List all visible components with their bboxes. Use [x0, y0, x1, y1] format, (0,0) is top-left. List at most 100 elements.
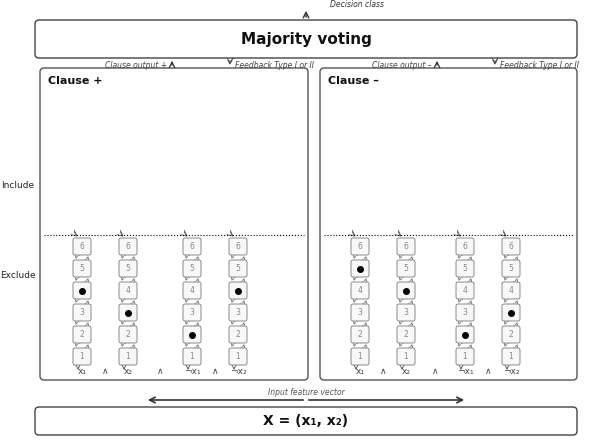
FancyBboxPatch shape	[119, 238, 137, 255]
Text: 6: 6	[463, 242, 468, 251]
Text: Feedback Type I or II: Feedback Type I or II	[235, 61, 314, 70]
FancyBboxPatch shape	[73, 348, 91, 365]
FancyBboxPatch shape	[229, 326, 247, 343]
Text: 2: 2	[357, 330, 362, 339]
Text: x₁: x₁	[78, 367, 86, 375]
Text: Clause –: Clause –	[328, 76, 379, 86]
Text: ¬x₂: ¬x₂	[502, 367, 520, 375]
Text: 4: 4	[463, 286, 468, 295]
Text: 5: 5	[80, 264, 84, 273]
Text: 1: 1	[357, 352, 362, 361]
Text: 2: 2	[125, 330, 130, 339]
FancyBboxPatch shape	[397, 238, 415, 255]
Text: Input feature vector: Input feature vector	[267, 388, 345, 397]
FancyBboxPatch shape	[119, 304, 137, 321]
FancyBboxPatch shape	[183, 348, 201, 365]
FancyBboxPatch shape	[229, 348, 247, 365]
Text: 1: 1	[463, 352, 468, 361]
Text: Clause output +: Clause output +	[105, 61, 167, 70]
Text: 4: 4	[125, 286, 130, 295]
FancyBboxPatch shape	[119, 260, 137, 277]
Text: 3: 3	[357, 308, 362, 317]
FancyBboxPatch shape	[229, 304, 247, 321]
Text: 1: 1	[404, 352, 408, 361]
Text: ∧: ∧	[157, 367, 163, 375]
Text: 6: 6	[125, 242, 130, 251]
Text: 1: 1	[236, 352, 241, 361]
FancyBboxPatch shape	[456, 326, 474, 343]
FancyBboxPatch shape	[229, 238, 247, 255]
Text: 3: 3	[403, 308, 408, 317]
Text: 6: 6	[236, 242, 241, 251]
FancyBboxPatch shape	[73, 282, 91, 299]
Text: 2: 2	[236, 330, 241, 339]
Text: 6: 6	[80, 242, 84, 251]
FancyBboxPatch shape	[73, 238, 91, 255]
Text: 5: 5	[509, 264, 513, 273]
FancyBboxPatch shape	[119, 282, 137, 299]
FancyBboxPatch shape	[183, 326, 201, 343]
Text: 1: 1	[190, 352, 195, 361]
FancyBboxPatch shape	[397, 348, 415, 365]
FancyBboxPatch shape	[40, 68, 308, 380]
FancyBboxPatch shape	[397, 326, 415, 343]
Text: ∧: ∧	[102, 367, 108, 375]
FancyBboxPatch shape	[502, 238, 520, 255]
FancyBboxPatch shape	[73, 260, 91, 277]
Text: 4: 4	[357, 286, 362, 295]
FancyBboxPatch shape	[502, 282, 520, 299]
Text: Exclude: Exclude	[0, 271, 36, 279]
Text: ¬x₁: ¬x₁	[184, 367, 200, 375]
FancyBboxPatch shape	[502, 260, 520, 277]
FancyBboxPatch shape	[119, 326, 137, 343]
Text: 3: 3	[80, 308, 84, 317]
FancyBboxPatch shape	[351, 282, 369, 299]
Text: Feedback Type I or II: Feedback Type I or II	[500, 61, 579, 70]
Text: 1: 1	[125, 352, 130, 361]
Text: 6: 6	[357, 242, 362, 251]
FancyBboxPatch shape	[73, 304, 91, 321]
FancyBboxPatch shape	[456, 304, 474, 321]
FancyBboxPatch shape	[397, 260, 415, 277]
Text: 2: 2	[509, 330, 513, 339]
FancyBboxPatch shape	[502, 326, 520, 343]
FancyBboxPatch shape	[502, 304, 520, 321]
Text: 5: 5	[125, 264, 130, 273]
FancyBboxPatch shape	[351, 304, 369, 321]
FancyBboxPatch shape	[502, 348, 520, 365]
Text: 6: 6	[190, 242, 195, 251]
FancyBboxPatch shape	[229, 282, 247, 299]
FancyBboxPatch shape	[35, 407, 577, 435]
Text: Majority voting: Majority voting	[241, 32, 371, 47]
Text: 5: 5	[403, 264, 408, 273]
FancyBboxPatch shape	[229, 260, 247, 277]
FancyBboxPatch shape	[183, 260, 201, 277]
FancyBboxPatch shape	[351, 326, 369, 343]
FancyBboxPatch shape	[35, 20, 577, 58]
Text: Decision class: Decision class	[330, 0, 384, 8]
Text: 5: 5	[190, 264, 195, 273]
FancyBboxPatch shape	[183, 282, 201, 299]
FancyBboxPatch shape	[119, 348, 137, 365]
FancyBboxPatch shape	[320, 68, 577, 380]
Text: ¬x₂: ¬x₂	[230, 367, 246, 375]
Text: ∧: ∧	[485, 367, 491, 375]
FancyBboxPatch shape	[397, 304, 415, 321]
FancyBboxPatch shape	[183, 304, 201, 321]
FancyBboxPatch shape	[397, 282, 415, 299]
Text: 1: 1	[509, 352, 513, 361]
Text: x₂: x₂	[124, 367, 133, 375]
Text: x₂: x₂	[401, 367, 411, 375]
Text: 6: 6	[509, 242, 513, 251]
FancyBboxPatch shape	[351, 238, 369, 255]
FancyBboxPatch shape	[183, 238, 201, 255]
Text: X = (x₁, x₂): X = (x₁, x₂)	[263, 414, 349, 428]
Text: Include: Include	[1, 180, 34, 190]
Text: 4: 4	[509, 286, 513, 295]
Text: 1: 1	[80, 352, 84, 361]
Text: 5: 5	[463, 264, 468, 273]
Text: 3: 3	[463, 308, 468, 317]
FancyBboxPatch shape	[456, 282, 474, 299]
Text: x₁: x₁	[356, 367, 365, 375]
FancyBboxPatch shape	[456, 238, 474, 255]
